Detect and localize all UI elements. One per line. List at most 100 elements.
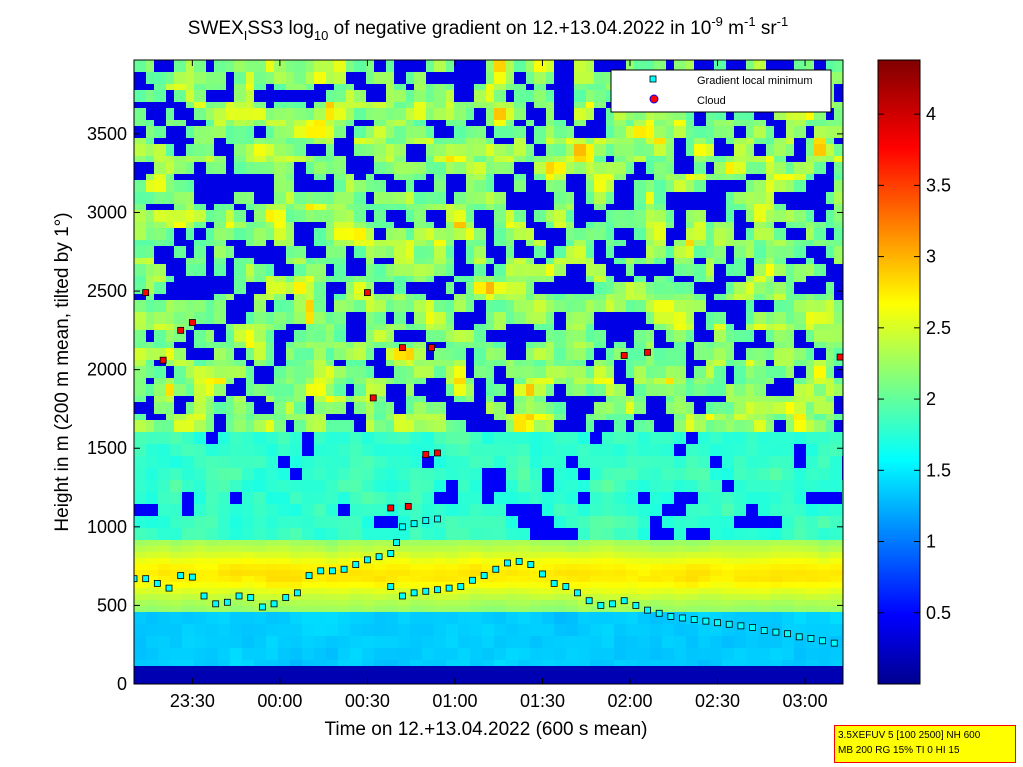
heatmap-cell <box>666 198 671 205</box>
heatmap-cell <box>490 162 495 169</box>
heatmap-cell <box>746 174 751 181</box>
heatmap-cell <box>838 114 843 121</box>
heatmap-cell <box>342 84 347 91</box>
heatmap-cell <box>618 216 623 223</box>
heatmap-cell <box>762 198 767 205</box>
heatmap-cell <box>302 138 307 145</box>
heatmap-cell <box>834 162 839 169</box>
heatmap-cell <box>302 180 307 187</box>
heatmap-cell <box>770 126 775 133</box>
heatmap-cell <box>190 168 195 175</box>
heatmap-cell <box>722 192 727 199</box>
heatmap-cell <box>510 96 515 103</box>
heatmap-cell <box>678 216 683 223</box>
heatmap-cell <box>334 192 339 199</box>
heatmap-cell <box>190 132 195 139</box>
heatmap-cell <box>730 174 735 181</box>
heatmap-cell <box>166 72 171 79</box>
heatmap-cell <box>522 138 527 145</box>
heatmap-cell <box>670 120 675 127</box>
heatmap-cell <box>550 198 555 205</box>
heatmap-cell <box>674 198 679 205</box>
heatmap-cell <box>506 192 511 199</box>
heatmap-cell <box>538 174 543 181</box>
heatmap-cell <box>390 204 395 211</box>
heatmap-cell <box>454 216 459 223</box>
heatmap-cell <box>206 66 211 73</box>
heatmap-cell <box>478 192 483 199</box>
heatmap-cell <box>746 150 751 157</box>
heatmap-cell <box>614 120 619 127</box>
heatmap-cell <box>418 96 423 103</box>
heatmap-cell <box>594 216 599 223</box>
heatmap-cell <box>594 198 599 205</box>
heatmap-cell <box>702 126 707 133</box>
heatmap-cell <box>666 204 671 211</box>
heatmap-cell <box>722 150 727 157</box>
heatmap-cell <box>550 90 555 97</box>
heatmap-cell <box>374 102 379 109</box>
heatmap-cell <box>414 132 419 139</box>
heatmap-cell <box>162 198 167 205</box>
heatmap-cell <box>266 90 271 97</box>
heatmap-cell <box>722 162 727 169</box>
heatmap-cell <box>806 156 811 163</box>
heatmap-cell <box>222 174 227 181</box>
heatmap-cell <box>226 102 231 109</box>
heatmap-cell <box>402 156 407 163</box>
heatmap-cell <box>314 96 319 103</box>
heatmap-cell <box>422 144 427 151</box>
heatmap-cell <box>566 210 571 217</box>
heatmap-cell <box>742 126 747 133</box>
heatmap-cell <box>638 156 643 163</box>
heatmap-cell <box>258 60 263 67</box>
heatmap-cell <box>334 66 339 73</box>
heatmap-cell <box>730 60 735 67</box>
heatmap-cell <box>426 108 431 115</box>
heatmap-cell <box>330 120 335 127</box>
heatmap-cell <box>514 198 519 205</box>
heatmap-cell <box>674 114 679 121</box>
heatmap-cell <box>238 78 243 85</box>
heatmap-cell <box>618 192 623 199</box>
heatmap-cell <box>658 114 663 121</box>
heatmap-cell <box>386 192 391 199</box>
heatmap-cell <box>350 120 355 127</box>
heatmap-cell <box>494 96 499 103</box>
heatmap-cell <box>730 186 735 193</box>
heatmap-cell <box>722 180 727 187</box>
heatmap-cell <box>174 78 179 85</box>
heatmap-cell <box>346 84 351 91</box>
heatmap-cell <box>362 192 367 199</box>
heatmap-cell <box>746 132 751 139</box>
heatmap-cell <box>750 168 755 175</box>
heatmap-cell <box>418 156 423 163</box>
heatmap-cell <box>306 180 311 187</box>
heatmap-cell <box>378 192 383 199</box>
heatmap-cell <box>622 168 627 175</box>
heatmap-cell <box>794 126 799 133</box>
heatmap-cell <box>138 216 143 223</box>
heatmap-cell <box>282 138 287 145</box>
heatmap-cell <box>474 144 479 151</box>
heatmap-cell <box>802 216 807 223</box>
heatmap-cell <box>642 198 647 205</box>
heatmap-cell <box>578 174 583 181</box>
heatmap-cell <box>634 66 639 73</box>
heatmap-cell <box>190 222 195 229</box>
heatmap-cell <box>598 120 603 127</box>
heatmap-cell <box>342 162 347 169</box>
heatmap-cell <box>338 126 343 133</box>
heatmap-cell <box>362 126 367 133</box>
heatmap-cell <box>174 144 179 151</box>
heatmap-cell <box>318 126 323 133</box>
heatmap-cell <box>782 216 787 223</box>
heatmap-cell <box>578 126 583 133</box>
heatmap-cell <box>458 78 463 85</box>
heatmap-cell <box>454 132 459 139</box>
heatmap-cell <box>478 66 483 73</box>
heatmap-cell <box>834 144 839 151</box>
heatmap-cell <box>158 72 163 79</box>
heatmap-cell <box>274 180 279 187</box>
heatmap-cell <box>798 132 803 139</box>
